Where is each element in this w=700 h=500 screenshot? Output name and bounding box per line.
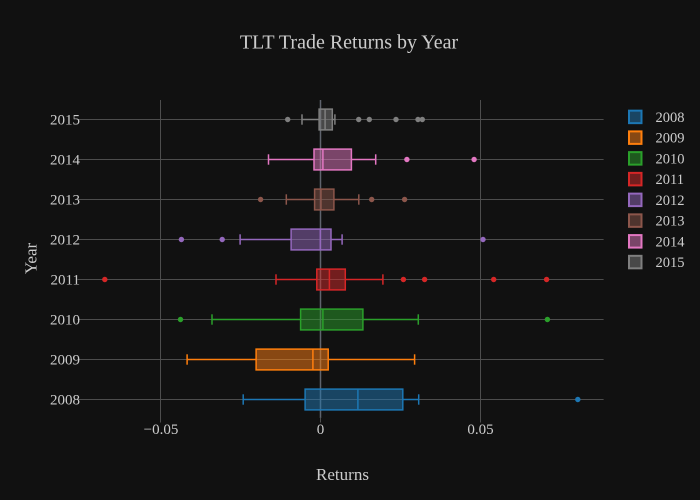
svg-text:2009: 2009 — [656, 131, 685, 147]
svg-text:2011: 2011 — [51, 273, 80, 289]
svg-text:−0.05: −0.05 — [144, 422, 179, 438]
svg-text:Returns: Returns — [316, 465, 369, 484]
svg-text:2013: 2013 — [656, 214, 685, 230]
svg-text:2008: 2008 — [50, 393, 80, 409]
svg-text:2013: 2013 — [50, 193, 80, 209]
svg-text:2009: 2009 — [50, 353, 80, 369]
svg-text:2014: 2014 — [50, 153, 81, 169]
svg-text:2014: 2014 — [656, 234, 686, 250]
svg-text:TLT Trade Returns by Year: TLT Trade Returns by Year — [240, 32, 459, 54]
svg-text:2012: 2012 — [50, 233, 80, 249]
svg-text:2010: 2010 — [50, 313, 80, 329]
svg-text:2011: 2011 — [656, 172, 684, 188]
svg-text:0.05: 0.05 — [467, 422, 493, 438]
svg-text:Year: Year — [22, 242, 41, 274]
svg-text:2012: 2012 — [656, 193, 685, 209]
svg-text:2015: 2015 — [656, 255, 685, 271]
svg-text:0: 0 — [317, 422, 325, 438]
svg-text:2008: 2008 — [656, 110, 685, 126]
svg-text:2010: 2010 — [656, 151, 685, 167]
svg-text:2015: 2015 — [50, 113, 80, 129]
